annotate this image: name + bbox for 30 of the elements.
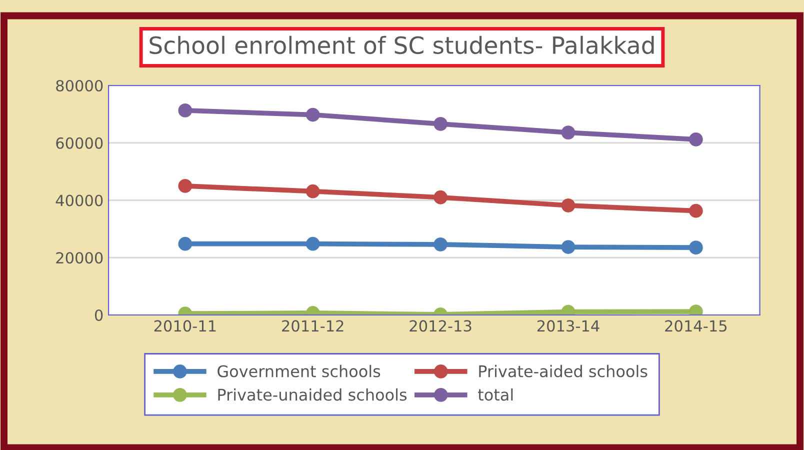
legend-label: Government schools: [218, 364, 380, 378]
point: [306, 236, 320, 251]
point: [434, 116, 448, 131]
point: [688, 204, 703, 218]
point: [561, 240, 576, 254]
chart-title: School enrolment of SC students- Palakkad: [150, 36, 654, 54]
point: [561, 126, 576, 140]
point: [688, 240, 703, 255]
point: [178, 236, 192, 251]
point: [434, 237, 448, 252]
legend-label: Private-unaided schools: [218, 388, 407, 401]
point: [306, 184, 320, 198]
y-tick-label: 80000: [56, 80, 103, 92]
y-tick-label: 40000: [56, 194, 103, 206]
x-tick-label: 2013-14: [537, 320, 600, 332]
legend-label: Private-aided schools: [479, 364, 648, 378]
point: [561, 198, 576, 212]
x-tick-label: 2011-12: [282, 320, 344, 332]
point: [178, 104, 192, 118]
x-tick-label: 2012-13: [410, 320, 472, 332]
x-tick-label: 2010-11: [154, 320, 216, 332]
y-tick-label: 20000: [56, 252, 103, 264]
y-tick-label: 0: [94, 309, 103, 322]
point: [434, 190, 448, 204]
point: [688, 132, 703, 146]
point: [178, 178, 192, 193]
point: [306, 108, 320, 122]
x-tick-label: 2014-15: [665, 320, 727, 332]
y-tick-label: 60000: [56, 137, 103, 149]
legend-label: total: [478, 388, 513, 401]
